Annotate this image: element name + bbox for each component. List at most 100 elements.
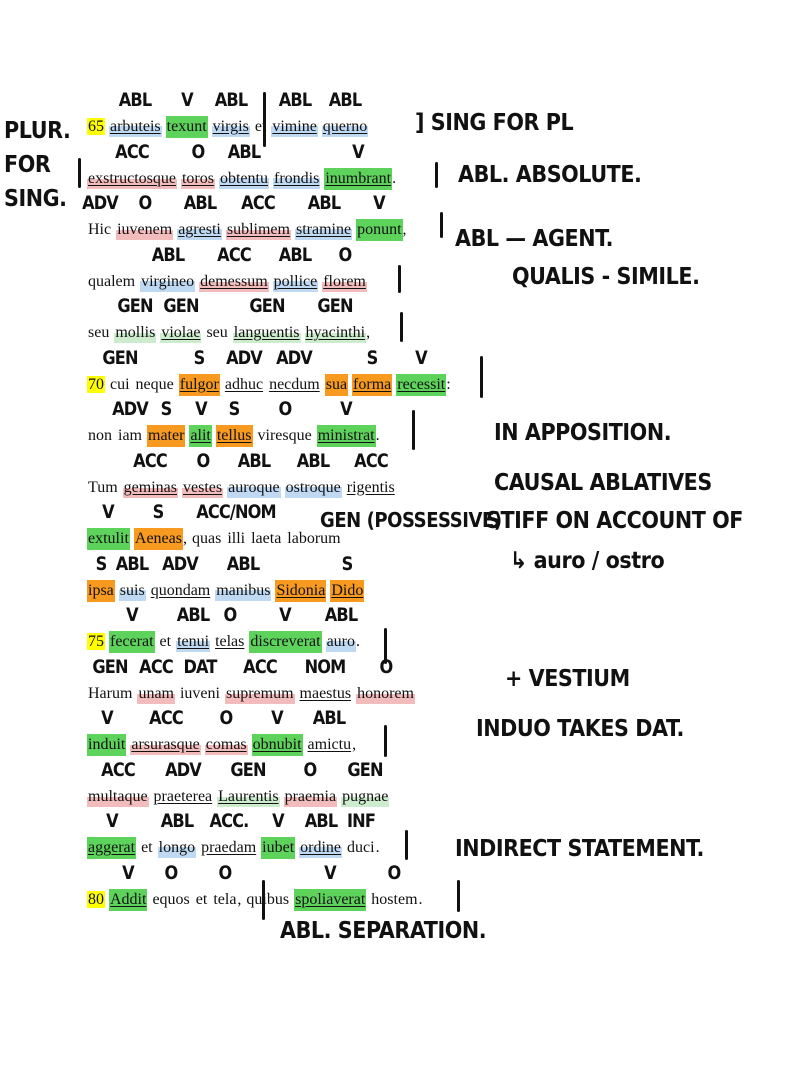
text-line: Harum GEN unam ACC iuveni DAT supremum ACC m… bbox=[87, 656, 415, 707]
word-text: praeterea bbox=[153, 787, 213, 805]
grammar-annotation: ADV bbox=[226, 346, 263, 369]
text-line: 80 Addit V equos O et tela O, quibus spoliav… bbox=[87, 862, 423, 913]
word: illi ACC/NOM bbox=[196, 501, 276, 550]
word: iam ADV bbox=[112, 398, 149, 447]
word-text: ponunt bbox=[357, 221, 402, 238]
word-text: mollis bbox=[115, 324, 156, 341]
word-text: iam bbox=[118, 427, 142, 444]
text-line: induit V arsurasque ACC comas O obnubit V am… bbox=[87, 707, 356, 758]
word-text: hostem bbox=[371, 890, 418, 908]
word-text: telas bbox=[215, 633, 245, 650]
grammar-annotation: V bbox=[125, 604, 138, 626]
line-number: 75 bbox=[87, 633, 105, 650]
grammar-annotation: ABL bbox=[304, 810, 337, 832]
text-line: Tum geminas ACC vestes O auroque ABL ostroq… bbox=[87, 450, 396, 501]
word: pollice ABL bbox=[272, 244, 319, 293]
word-text: praedam bbox=[201, 839, 257, 856]
line-number: 80 bbox=[87, 890, 105, 908]
word: Aeneas S bbox=[133, 501, 183, 550]
grammar-annotation: ABL bbox=[328, 89, 362, 111]
word-text: florem bbox=[323, 272, 366, 290]
grammar-annotation: S bbox=[366, 346, 379, 369]
word: et bbox=[254, 116, 268, 138]
note-induo-dat: INDUO TAKES DAT. bbox=[476, 716, 684, 742]
word-text: multaque bbox=[88, 787, 148, 805]
word: agresti ABL bbox=[177, 192, 222, 241]
grammar-annotation: S bbox=[228, 398, 241, 420]
grammar-annotation: V bbox=[105, 810, 118, 832]
divider-mark bbox=[457, 880, 460, 912]
grammar-annotation: V bbox=[180, 89, 193, 111]
grammar-annotation: S bbox=[160, 398, 173, 420]
word: laborum bbox=[286, 528, 341, 550]
word: induit V bbox=[87, 707, 127, 756]
word-text: maestus bbox=[299, 684, 352, 702]
grammar-annotation: ADV bbox=[164, 758, 202, 781]
text-line: Hic ADV iuvenem O agresti ABL sublimem ACC s… bbox=[82, 192, 407, 243]
grammar-annotation: V bbox=[194, 398, 207, 420]
grammar-annotation: ACC bbox=[115, 140, 149, 163]
word: demessum ACC bbox=[199, 244, 269, 293]
grammar-annotation: ABL bbox=[278, 89, 311, 111]
word-text: seu bbox=[88, 324, 110, 341]
divider-mark bbox=[405, 830, 408, 860]
word-text: ordine bbox=[300, 839, 342, 856]
grammar-annotation: ACC. bbox=[209, 810, 249, 832]
grammar-annotation: O bbox=[303, 758, 318, 781]
divider-mark bbox=[262, 880, 265, 920]
word: praemia O bbox=[283, 759, 338, 808]
word: Tum bbox=[87, 477, 119, 499]
word: quondam ADV bbox=[150, 553, 212, 602]
word-text: spoliaverat bbox=[295, 890, 366, 908]
text-line: extulit V Aeneas S, quas illi ACC/NOM laeta… bbox=[87, 501, 342, 552]
text-line: aggerat V et longo ABL praedam ACC. iubet V … bbox=[87, 810, 380, 861]
word-text: hyacinthi bbox=[305, 324, 366, 341]
grammar-annotation: ABL bbox=[176, 604, 210, 626]
word-text: toros bbox=[181, 169, 214, 187]
punctuation: . bbox=[375, 839, 380, 856]
grammar-annotation: V bbox=[352, 140, 365, 163]
word-text: Dido bbox=[331, 581, 364, 599]
left-note-for: FOR bbox=[4, 152, 51, 178]
word-text: et bbox=[141, 839, 153, 856]
word-text: forma bbox=[353, 375, 392, 393]
word-text: Hic bbox=[88, 221, 112, 238]
word-text: Harum bbox=[88, 684, 133, 702]
word-text: illi bbox=[227, 530, 246, 547]
word-text: recessit bbox=[397, 375, 446, 393]
grammar-annotation: NOM bbox=[304, 655, 347, 678]
grammar-annotation: O bbox=[223, 604, 237, 626]
word: supremum ACC bbox=[224, 656, 295, 705]
text-line: ipsa S suis ABL quondam ADV manibus ABL Sido… bbox=[87, 553, 365, 604]
word-text: tenui bbox=[177, 633, 210, 650]
word-text: Tum bbox=[88, 478, 118, 496]
word: hostem O bbox=[370, 862, 418, 911]
grammar-annotation: ACC bbox=[148, 707, 183, 729]
word-text: seu bbox=[206, 324, 228, 341]
word-text: laeta bbox=[251, 530, 282, 547]
word: viresque O bbox=[257, 398, 313, 447]
word-text: mater bbox=[148, 427, 185, 444]
word: suis ABL bbox=[116, 553, 149, 602]
grammar-annotation: ABL bbox=[296, 449, 330, 472]
grammar-annotation: O bbox=[218, 861, 232, 884]
word: laeta bbox=[250, 528, 282, 550]
word: stramine ABL bbox=[294, 192, 353, 241]
punctuation: . bbox=[375, 427, 380, 444]
grammar-annotation: ACC bbox=[353, 449, 388, 472]
word-text: Aeneas bbox=[134, 530, 182, 547]
word: Hic ADV bbox=[82, 192, 119, 241]
note-plus-vestium: + VESTIUM bbox=[505, 666, 630, 692]
note-causal-ablatives: CAUSAL ABLATIVES bbox=[494, 470, 712, 496]
word: fecerat V bbox=[109, 604, 155, 653]
grammar-annotation: ACC bbox=[241, 192, 276, 214]
word: sua bbox=[324, 373, 349, 396]
grammar-annotation: GEN bbox=[230, 758, 267, 781]
word-text: adhuc bbox=[224, 375, 264, 393]
word: longo ABL bbox=[157, 810, 197, 859]
word: hyacinthi GEN bbox=[304, 295, 367, 344]
word-text: longo bbox=[158, 839, 196, 856]
word-text: quas bbox=[191, 530, 222, 547]
word-text: et bbox=[195, 890, 208, 908]
grammar-annotation: ABL bbox=[227, 552, 260, 575]
